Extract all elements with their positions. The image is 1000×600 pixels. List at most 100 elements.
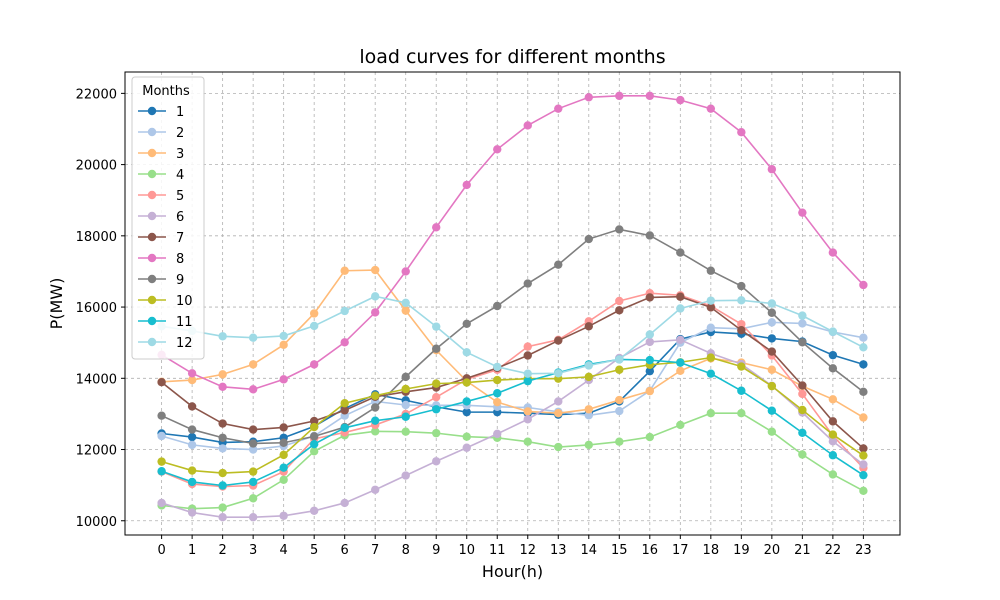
data-point xyxy=(859,444,868,453)
data-point xyxy=(798,338,807,347)
y-tick-label: 16000 xyxy=(76,301,117,316)
data-point xyxy=(859,343,868,352)
legend-item: 11 xyxy=(138,315,193,330)
data-point xyxy=(432,428,441,438)
data-point xyxy=(828,470,838,479)
data-point xyxy=(401,298,410,307)
data-point xyxy=(828,364,838,373)
legend-label: 10 xyxy=(176,294,193,309)
data-point xyxy=(645,330,655,339)
data-point xyxy=(859,413,868,422)
data-point xyxy=(432,223,441,232)
data-point xyxy=(554,397,563,406)
data-point xyxy=(187,402,197,411)
data-point xyxy=(279,331,288,341)
y-tick-label: 20000 xyxy=(76,159,117,174)
data-point xyxy=(493,389,502,398)
data-point xyxy=(401,427,410,436)
legend-marker xyxy=(147,148,157,158)
data-point xyxy=(187,375,197,385)
legend-marker xyxy=(147,274,157,284)
data-point xyxy=(218,382,227,392)
data-point xyxy=(218,433,227,442)
data-point xyxy=(462,443,471,452)
x-tick-label: 10 xyxy=(458,543,475,558)
series-layer xyxy=(157,91,868,522)
data-point xyxy=(859,451,868,460)
data-point xyxy=(462,407,471,417)
data-point xyxy=(432,392,441,402)
data-point xyxy=(828,451,838,460)
x-tick-label: 22 xyxy=(825,543,842,558)
data-point xyxy=(370,265,380,275)
axes-layer: 0 1 2 3 4 5 6 7 8 9 10 11 12 13 14 15 16 17 18 19 20 21 22 2310… xyxy=(76,71,901,558)
data-point xyxy=(248,467,258,476)
data-point xyxy=(309,506,319,515)
data-point xyxy=(523,279,532,288)
data-point xyxy=(645,366,655,376)
x-tick-label: 17 xyxy=(672,543,689,558)
data-point xyxy=(401,306,410,315)
data-point xyxy=(493,429,502,439)
data-point xyxy=(828,248,838,257)
legend-item: 1 xyxy=(138,105,184,120)
data-point xyxy=(187,466,197,475)
data-point xyxy=(584,322,593,331)
data-point xyxy=(340,406,349,415)
data-point xyxy=(493,301,502,311)
data-point xyxy=(340,266,349,275)
data-point xyxy=(767,334,777,343)
x-tick-label: 7 xyxy=(371,543,379,558)
data-point xyxy=(523,369,532,378)
series-month-11 xyxy=(157,355,868,490)
data-point xyxy=(584,440,593,450)
x-tick-label: 4 xyxy=(280,543,288,558)
data-point xyxy=(584,372,593,382)
data-point xyxy=(309,439,319,449)
data-point xyxy=(493,397,502,407)
legend-title: Months xyxy=(142,84,190,99)
data-point xyxy=(523,351,532,360)
data-point xyxy=(401,384,410,394)
legend-label: 1 xyxy=(176,105,184,120)
data-point xyxy=(401,400,410,410)
legend-item: 8 xyxy=(138,252,184,267)
x-tick-label: 20 xyxy=(764,543,781,558)
data-point xyxy=(828,350,838,360)
data-point xyxy=(645,355,655,365)
data-point xyxy=(615,355,624,364)
data-point xyxy=(767,381,777,391)
series-month-4 xyxy=(157,408,868,513)
data-point xyxy=(340,306,349,316)
data-point xyxy=(187,477,197,487)
data-point xyxy=(340,423,349,432)
data-point xyxy=(706,353,716,362)
legend-marker xyxy=(147,127,157,137)
data-point xyxy=(554,408,563,418)
legend-marker xyxy=(147,337,157,347)
legend-marker xyxy=(147,169,157,179)
data-point xyxy=(767,308,777,317)
legend-label: 12 xyxy=(176,336,193,351)
data-point xyxy=(340,399,349,408)
legend-item: 10 xyxy=(138,294,193,309)
data-point xyxy=(218,444,227,453)
data-point xyxy=(279,375,288,384)
plot-frame xyxy=(124,71,901,536)
data-point xyxy=(523,342,532,351)
data-point xyxy=(370,427,380,436)
x-tick-label: 0 xyxy=(157,543,165,558)
data-point xyxy=(432,379,441,388)
data-point xyxy=(828,417,838,426)
data-point xyxy=(248,439,258,448)
data-point xyxy=(676,292,685,301)
data-point xyxy=(767,427,777,436)
data-point xyxy=(432,344,441,353)
data-point xyxy=(645,386,655,396)
data-point xyxy=(493,362,502,372)
series-month-7 xyxy=(157,292,868,453)
data-point xyxy=(798,208,807,217)
data-point xyxy=(218,503,227,512)
